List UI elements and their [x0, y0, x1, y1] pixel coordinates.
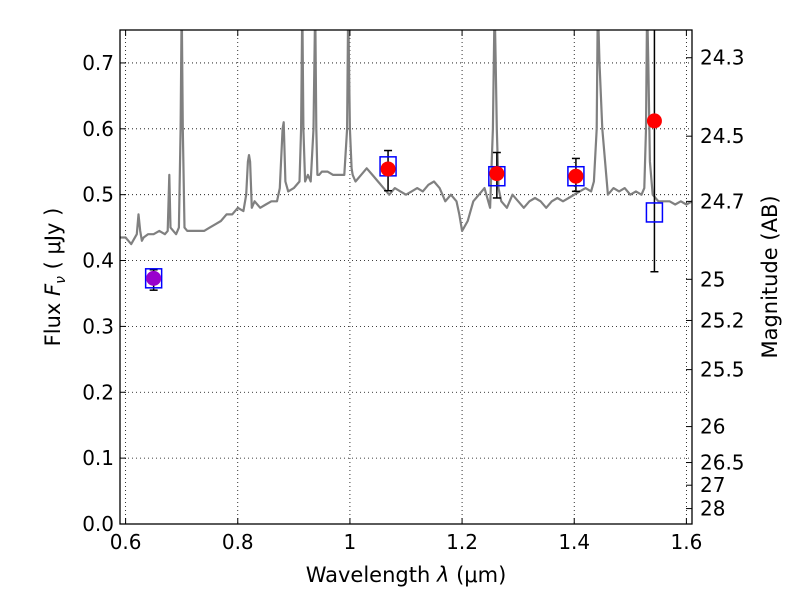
plot-background	[120, 30, 692, 524]
magnitude-tick-label: 26.5	[700, 451, 745, 475]
y-axis-unit: ( μJy )	[41, 208, 65, 270]
magnitude-tick-label: 26	[700, 415, 725, 439]
magnitude-ticks: 24.3 24.5 24.7 25 25.2 25.5 26 26.52728	[686, 46, 745, 521]
magnitude-tick-label: 25	[700, 267, 725, 291]
y-axis-subscript: ν	[53, 276, 69, 284]
right-axis-title: Magnitude (AB)	[758, 195, 782, 358]
x-axis-title: Wavelength λ (μm)	[306, 563, 507, 587]
y-tick-label: 0.5	[82, 183, 114, 207]
x-tick-label: 0.8	[222, 530, 254, 554]
sed-chart: 0.6 0.8 1 1.2 1.4 1.6 0.0 0.1 0.2 0.3 0.4 0.5 0.6 0.…	[0, 0, 800, 600]
x-axis-label: Wavelength	[306, 563, 431, 587]
magnitude-tick-label: 28	[700, 497, 725, 521]
magnitude-tick-label: 24.7	[700, 189, 745, 213]
x-tick-label: 1	[344, 530, 357, 554]
y-tick-label: 0.1	[82, 446, 114, 470]
magnitude-tick-label: 24.3	[700, 46, 745, 70]
x-tick-label: 1.6	[670, 530, 702, 554]
y-axis-label: Flux	[41, 303, 65, 347]
model-circle-marker	[568, 169, 583, 184]
magnitude-tick-label: 25.5	[700, 358, 745, 382]
x-axis-symbol: λ	[436, 563, 449, 587]
y-tick-label: 0.7	[82, 51, 114, 75]
x-axis-unit: (μm)	[456, 563, 506, 587]
y-tick-label: 0.6	[82, 117, 114, 141]
magnitude-tick-label: 25.2	[700, 308, 745, 332]
x-tick-label: 0.6	[110, 530, 142, 554]
model-circle-marker	[146, 271, 161, 286]
x-tick-label: 1.2	[446, 530, 478, 554]
model-circle-marker	[647, 113, 662, 128]
y-axis-title: Flux Fν ( μJy )	[41, 208, 69, 347]
x-tick-label: 1.4	[558, 530, 590, 554]
model-circle-marker	[381, 161, 396, 176]
magnitude-tick-label: 24.5	[700, 124, 745, 148]
model-circle-marker	[489, 166, 504, 181]
y-tick-label: 0.3	[82, 314, 114, 338]
y-tick-label: 0.0	[82, 512, 114, 536]
y-axis-symbol: F	[41, 283, 65, 296]
y-tick-label: 0.2	[82, 380, 114, 404]
y-tick-label: 0.4	[82, 249, 114, 273]
magnitude-tick-label: 27	[700, 473, 725, 497]
